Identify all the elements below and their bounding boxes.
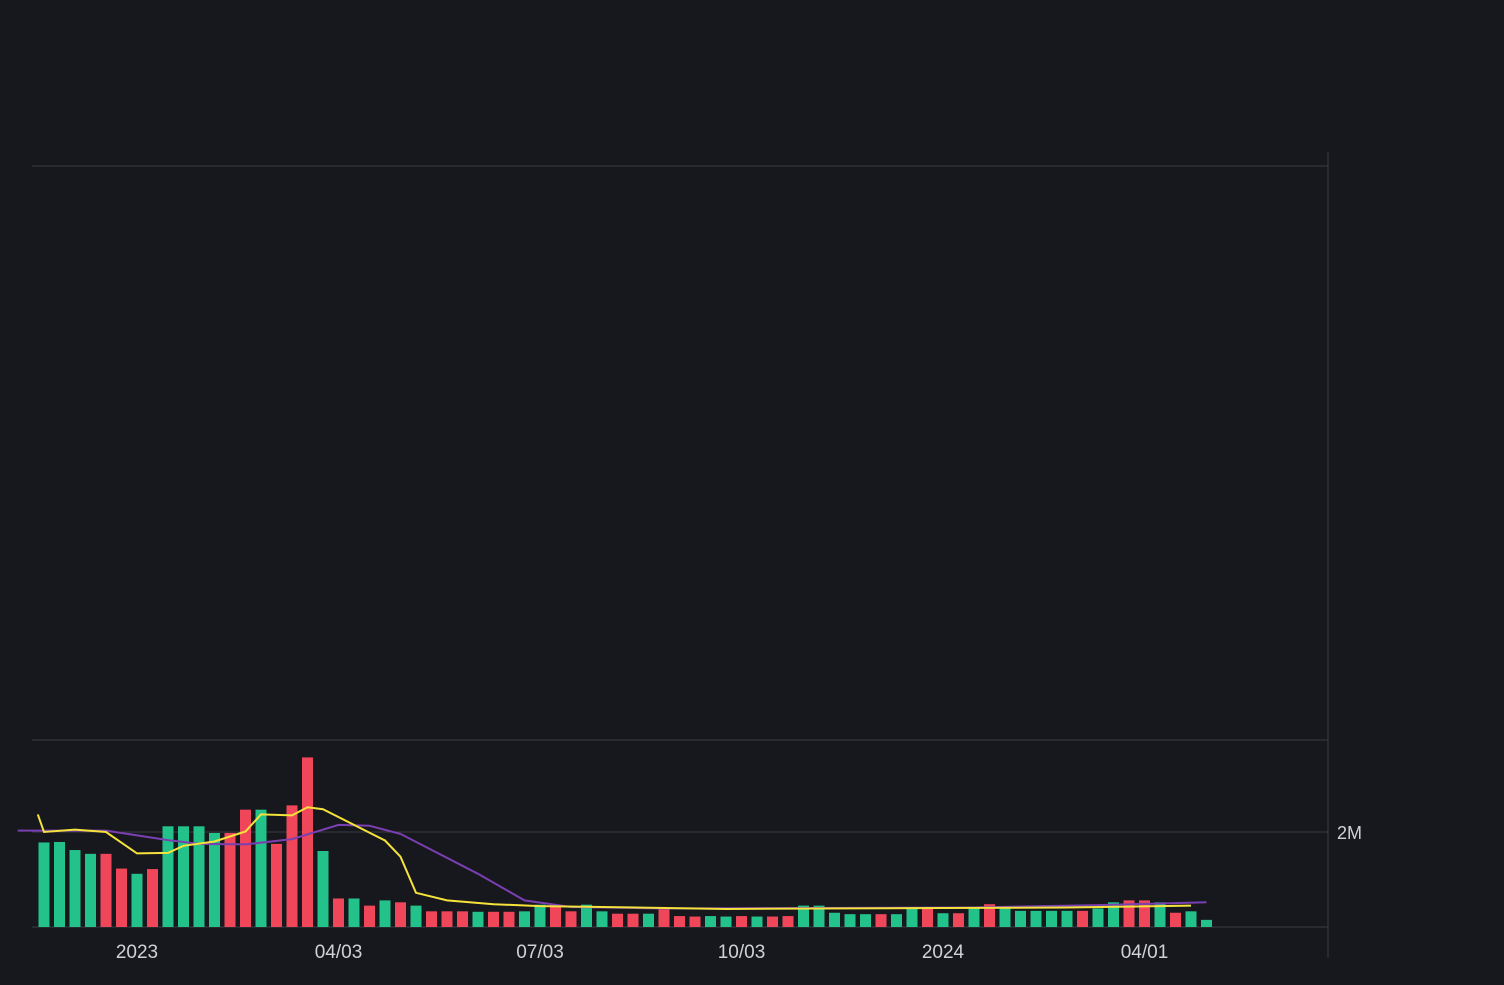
volume-bar <box>193 826 205 927</box>
volume-bar <box>441 911 453 927</box>
volume-bar <box>674 916 685 927</box>
volume-bar <box>906 908 918 927</box>
volume-bar <box>519 911 530 927</box>
volume-bar <box>333 898 344 927</box>
volume-ma-short-line <box>36 806 1192 911</box>
volume-bar <box>395 902 406 927</box>
volume-bar <box>131 873 143 927</box>
volume-bar <box>627 913 639 927</box>
volume-bar <box>782 916 794 927</box>
volume-bar <box>1077 910 1088 927</box>
time-tick-label: 10/03 <box>718 942 766 963</box>
volume-bar <box>1108 902 1119 927</box>
volume-bar <box>829 912 840 927</box>
volume-bar <box>1061 910 1073 927</box>
volume-bar <box>1046 910 1057 927</box>
time-tick-label: 07/03 <box>516 942 564 963</box>
volume-bar <box>922 908 933 927</box>
volume-bar <box>953 913 964 927</box>
volume-bar <box>844 914 856 927</box>
volume-bar <box>364 905 375 927</box>
volume-bar <box>426 911 437 927</box>
volume-bar <box>891 914 902 927</box>
volume-bar <box>581 904 592 927</box>
volume-bar <box>317 851 329 927</box>
volume-bar <box>224 832 236 927</box>
volume-bar <box>860 914 871 927</box>
volume-bar <box>705 916 716 927</box>
volume-bar <box>984 904 995 927</box>
volume-bar <box>550 904 561 927</box>
volume-bar <box>689 916 701 927</box>
volume-bar <box>100 853 112 927</box>
volume-bar <box>1123 900 1135 927</box>
volume-bar <box>1154 902 1166 927</box>
volume-bar <box>736 916 747 927</box>
volume-bar <box>612 913 623 927</box>
volume-bar <box>813 905 825 927</box>
volume-bar <box>85 853 96 927</box>
volume-bar <box>767 916 778 927</box>
time-tick-label: 04/03 <box>315 942 363 963</box>
time-tick-label: 2024 <box>922 942 965 963</box>
time-tick-label: 04/01 <box>1121 942 1169 963</box>
volume-bar <box>209 832 220 927</box>
volume-bar <box>162 826 174 927</box>
volume-bar <box>534 904 546 927</box>
volume-bar <box>503 911 515 927</box>
axis-labels: 20000.0030000.0040000.0050000.0060000.00… <box>116 823 1362 963</box>
volume-bar <box>116 868 127 927</box>
volume-bar <box>147 869 158 927</box>
volume-bar <box>255 809 267 927</box>
volume-bar <box>410 905 422 927</box>
volume-bar <box>720 916 732 927</box>
volume-bar <box>751 916 763 927</box>
volume-bar <box>596 911 608 927</box>
volume-bar <box>968 908 980 927</box>
volume-bar <box>1201 919 1212 927</box>
volume-bar <box>38 842 50 927</box>
volume-bar <box>178 826 189 927</box>
volume-bar <box>488 911 499 927</box>
volume-bar <box>348 898 360 927</box>
volume-bar <box>1139 900 1150 927</box>
volume-bar <box>1015 910 1026 927</box>
volume-bar <box>69 850 81 927</box>
volume-bar <box>937 913 949 927</box>
volume-bars <box>38 757 1212 927</box>
volume-bar <box>271 843 282 927</box>
volume-bar <box>379 900 391 927</box>
volume-bar <box>1030 910 1042 927</box>
volume-bar <box>999 907 1011 927</box>
volume-bar <box>286 805 298 927</box>
volume-bar <box>240 809 251 927</box>
time-tick-label: 2023 <box>116 942 158 963</box>
volume-bar <box>1092 908 1104 927</box>
volume-bar <box>658 908 670 927</box>
volume-bar <box>457 911 468 927</box>
volume-bar <box>798 905 809 927</box>
volume-bar <box>1185 911 1197 927</box>
volume-bar <box>1170 912 1181 927</box>
volume-bar <box>472 911 484 927</box>
volume-bar <box>302 757 313 927</box>
volume-bar <box>875 914 887 927</box>
volume-tick-label: 2M <box>1337 823 1362 843</box>
volume-bar <box>54 841 65 927</box>
volume-moving-averages <box>17 806 1207 911</box>
volume-bar <box>565 911 577 927</box>
volume-bar <box>643 913 654 927</box>
